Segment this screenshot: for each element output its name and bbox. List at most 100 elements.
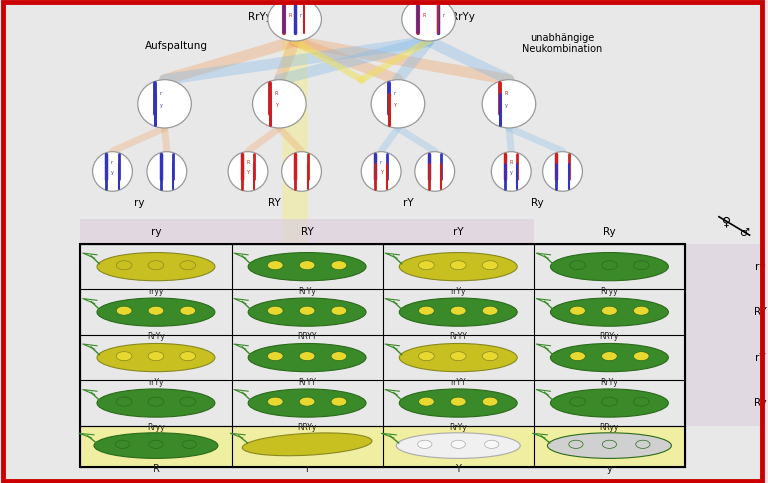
Text: unabhängige
Neukombination: unabhängige Neukombination [522, 33, 603, 54]
Text: R: R [422, 13, 425, 18]
Ellipse shape [116, 397, 132, 406]
Text: rY: rY [453, 227, 464, 237]
Ellipse shape [634, 306, 649, 315]
Ellipse shape [551, 389, 668, 417]
Text: RrYY: RrYY [298, 378, 316, 387]
Text: Y: Y [247, 170, 250, 175]
Ellipse shape [331, 261, 347, 270]
Ellipse shape [248, 389, 366, 417]
Ellipse shape [115, 440, 130, 448]
Ellipse shape [570, 352, 585, 361]
Text: rY: rY [402, 198, 413, 208]
Ellipse shape [253, 80, 306, 128]
Ellipse shape [300, 352, 315, 361]
Ellipse shape [267, 352, 283, 361]
Ellipse shape [97, 298, 215, 326]
Ellipse shape [551, 343, 668, 372]
Text: ry: ry [755, 262, 766, 271]
Ellipse shape [548, 433, 671, 458]
Text: rrYY: rrYY [451, 378, 466, 387]
Ellipse shape [601, 352, 617, 361]
Ellipse shape [450, 261, 466, 270]
Ellipse shape [97, 343, 215, 372]
Text: R: R [153, 464, 160, 474]
Text: RRYy: RRYy [297, 423, 316, 432]
Ellipse shape [282, 152, 322, 191]
Text: Y: Y [455, 464, 462, 474]
Ellipse shape [636, 440, 650, 448]
Ellipse shape [180, 306, 196, 315]
Text: Y: Y [393, 102, 396, 108]
Ellipse shape [148, 261, 164, 270]
Ellipse shape [116, 261, 132, 270]
Ellipse shape [268, 0, 322, 41]
Text: RY: RY [268, 198, 281, 208]
Bar [81, 244, 685, 467]
Ellipse shape [147, 152, 187, 191]
Bar [81, 426, 685, 467]
Text: y: y [111, 170, 114, 175]
Text: RRYy: RRYy [600, 332, 619, 341]
Text: R: R [289, 13, 292, 18]
Text: r: r [379, 160, 382, 165]
Ellipse shape [485, 440, 499, 448]
Ellipse shape [399, 253, 517, 281]
Text: RrYy: RrYy [298, 287, 316, 296]
Ellipse shape [482, 261, 498, 270]
Text: r: r [393, 91, 396, 96]
Ellipse shape [450, 306, 466, 315]
Text: rY: rY [755, 353, 766, 363]
Text: RRyy: RRyy [600, 423, 619, 432]
Text: RrYy: RrYy [147, 332, 165, 341]
Ellipse shape [451, 440, 465, 448]
Text: Rryy: Rryy [147, 423, 165, 432]
Text: r: r [111, 160, 113, 165]
Ellipse shape [149, 440, 163, 448]
Text: Aufspaltung: Aufspaltung [144, 41, 207, 51]
Ellipse shape [419, 306, 434, 315]
Ellipse shape [482, 306, 498, 315]
Text: Y: Y [379, 170, 382, 175]
Ellipse shape [228, 152, 268, 191]
Text: RrYy: RrYy [449, 423, 467, 432]
Text: RRYY: RRYY [297, 332, 317, 341]
Ellipse shape [267, 397, 283, 406]
Ellipse shape [569, 440, 583, 448]
Text: y: y [160, 102, 163, 108]
Ellipse shape [371, 80, 425, 128]
Ellipse shape [97, 389, 215, 417]
Text: R: R [275, 91, 278, 96]
Text: r: r [300, 13, 301, 18]
Text: R: R [505, 91, 508, 96]
Text: rrYy: rrYy [148, 378, 164, 387]
Ellipse shape [419, 352, 434, 361]
Ellipse shape [267, 261, 283, 270]
Text: Y: Y [275, 102, 278, 108]
Ellipse shape [180, 397, 196, 406]
Ellipse shape [396, 433, 520, 458]
Text: RrYy: RrYy [451, 12, 475, 22]
Text: ry: ry [151, 227, 161, 237]
Ellipse shape [419, 261, 434, 270]
Bar [685, 244, 768, 426]
Ellipse shape [419, 397, 434, 406]
Ellipse shape [242, 433, 372, 456]
Ellipse shape [418, 440, 432, 448]
Text: R: R [510, 160, 513, 165]
Ellipse shape [267, 306, 283, 315]
Text: RrYY: RrYY [449, 332, 467, 341]
Ellipse shape [601, 306, 617, 315]
Ellipse shape [248, 343, 366, 372]
Ellipse shape [602, 440, 617, 448]
Ellipse shape [570, 397, 585, 406]
Text: Ry: Ry [603, 227, 616, 237]
Ellipse shape [450, 352, 466, 361]
Ellipse shape [482, 397, 498, 406]
Ellipse shape [361, 152, 401, 191]
Ellipse shape [543, 152, 582, 191]
Text: RY: RY [754, 307, 767, 317]
Ellipse shape [551, 298, 668, 326]
Text: y: y [607, 464, 612, 474]
Ellipse shape [331, 397, 347, 406]
Ellipse shape [634, 352, 649, 361]
